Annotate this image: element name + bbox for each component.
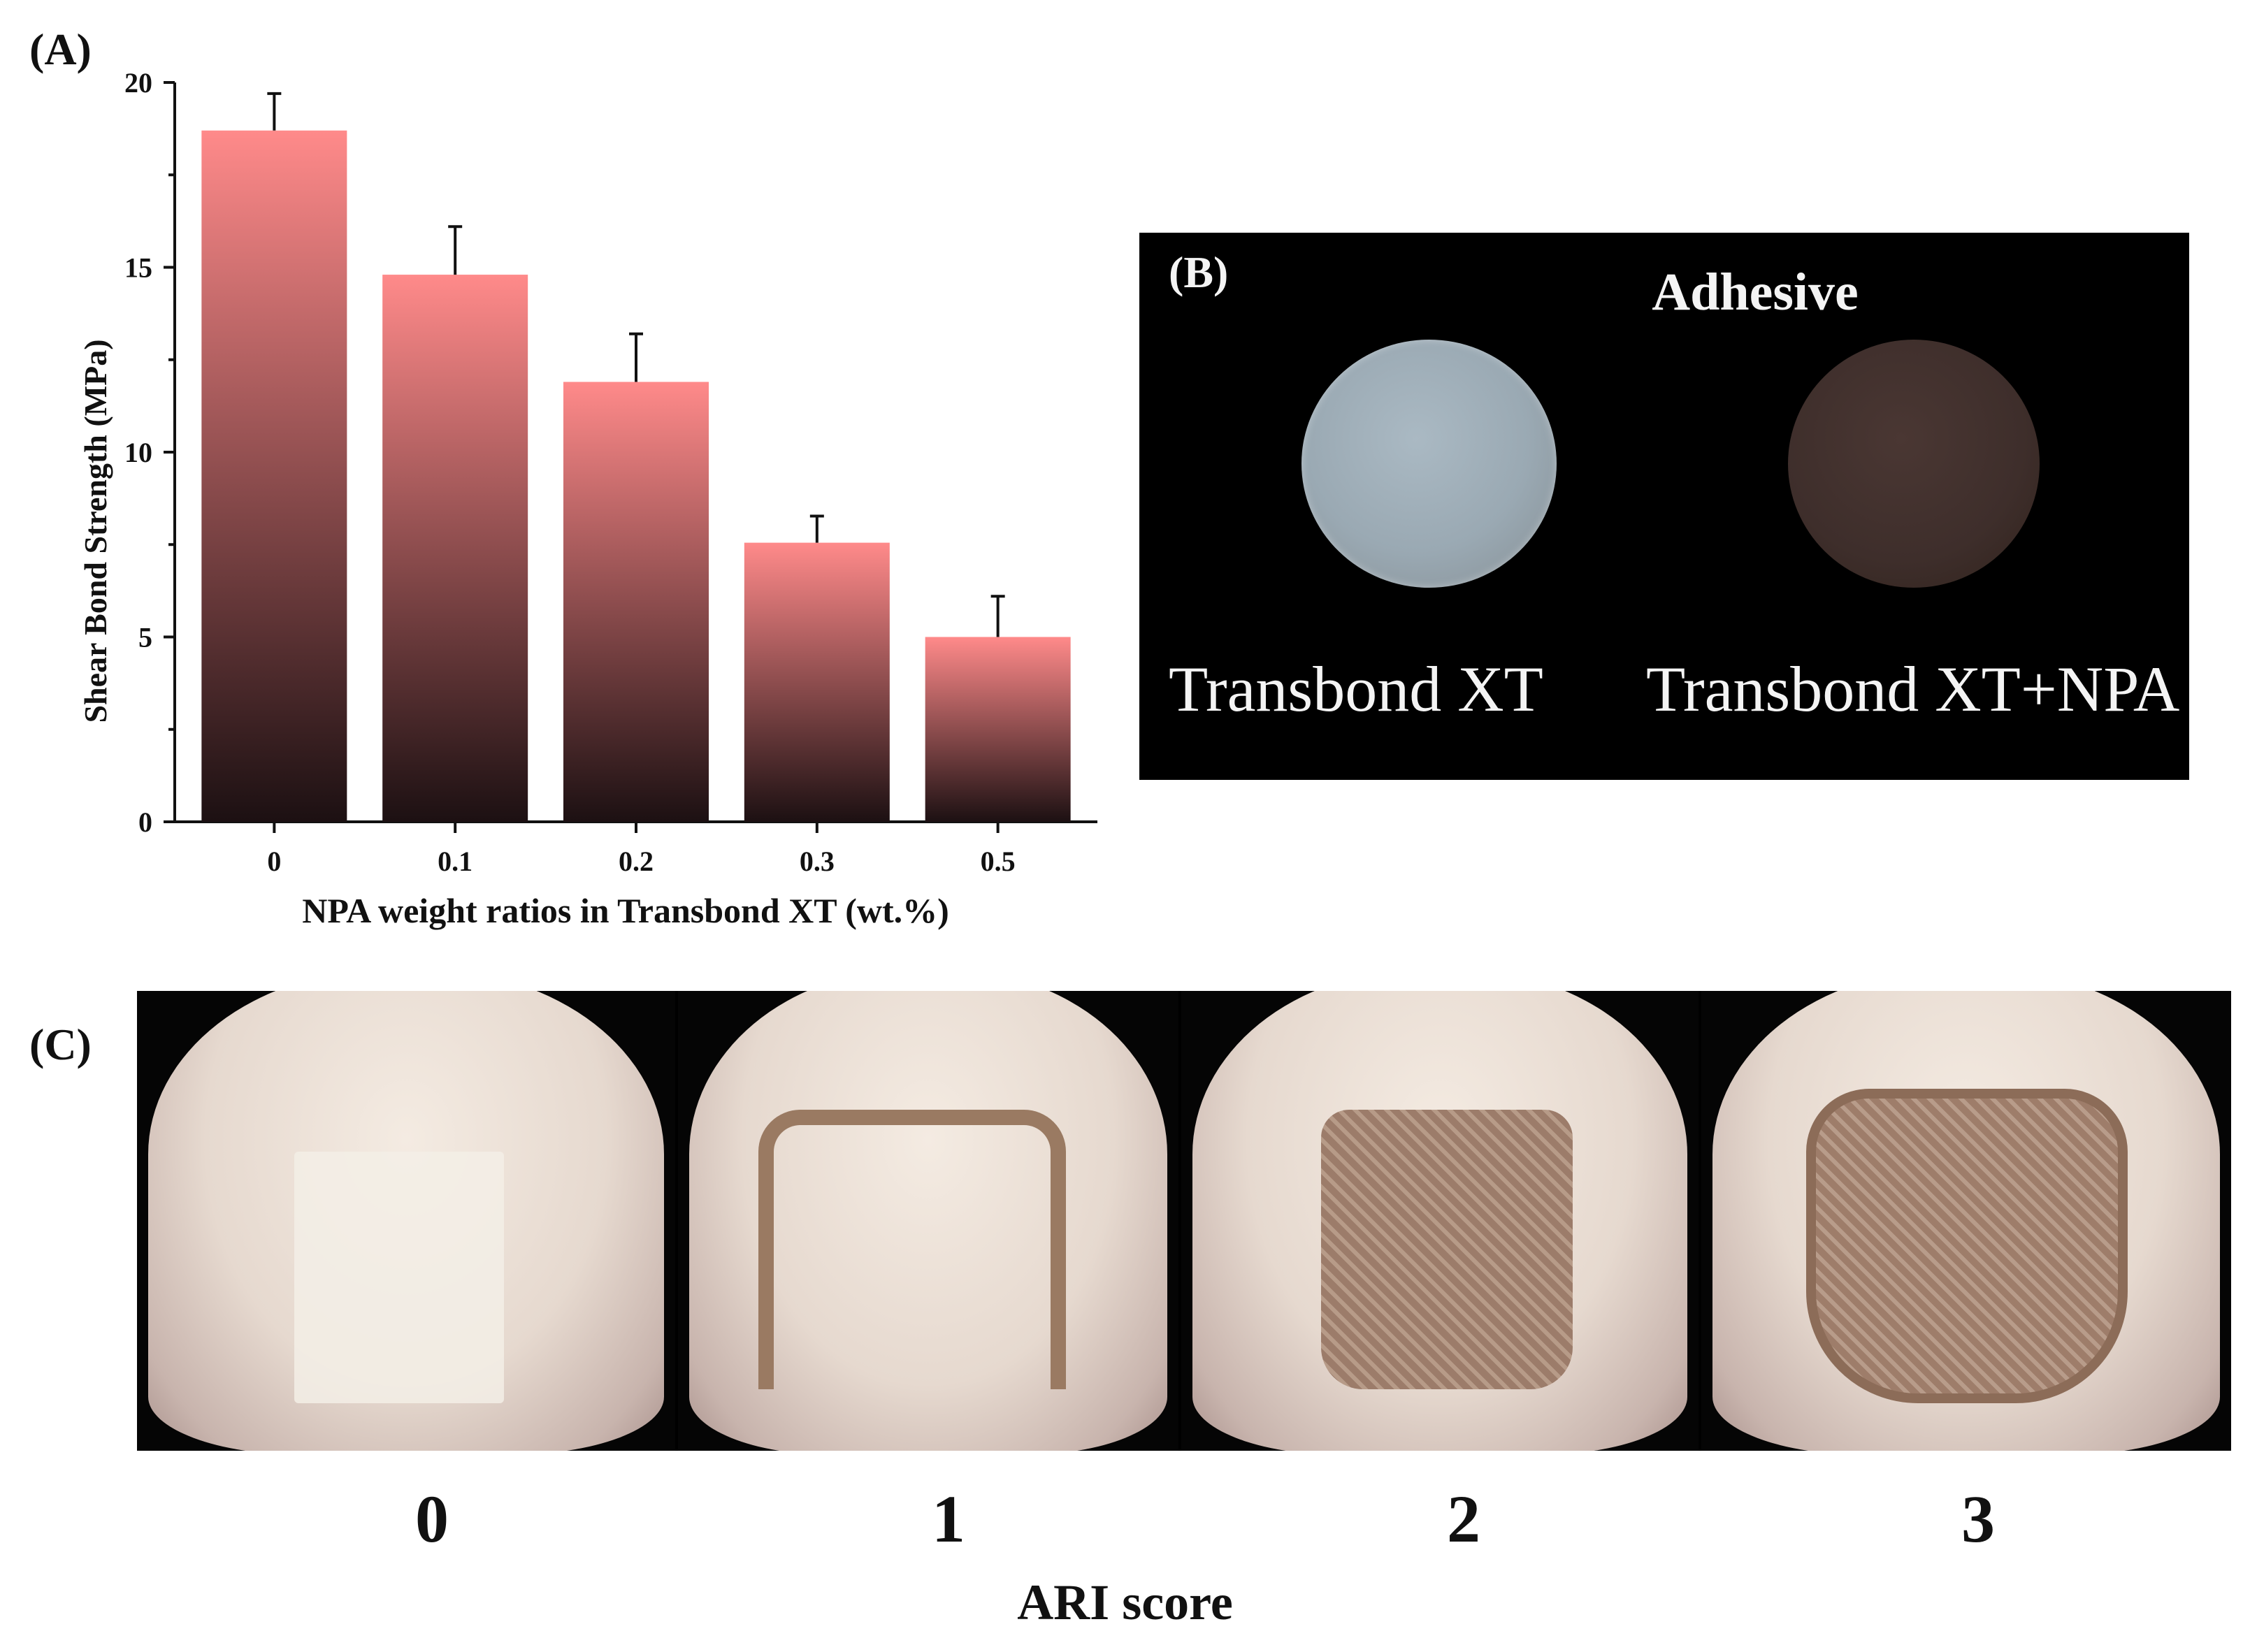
- y-axis-label: Shear Bond Strength (MPa): [78, 339, 113, 723]
- tooth-photo-ari-2: [1181, 991, 1699, 1451]
- adhesive-remnant-patch: [1321, 1110, 1573, 1389]
- enamel-bonding-area: [294, 1152, 504, 1403]
- shear-bond-chart: 0 5 10 15 20 0 0.1 0.2 0.3 0.5 Shear Bond Strengt…: [78, 67, 1097, 930]
- transbond-xt-npa-label: Transbond XT+NPA: [1646, 653, 2180, 725]
- y-tick-label: 20: [124, 67, 152, 99]
- ari-score-3: 3: [1961, 1481, 1995, 1556]
- panel-label-c: (C): [29, 1020, 92, 1069]
- transbond-xt-label: Transbond XT: [1169, 653, 1543, 725]
- bar-0.1: [382, 275, 528, 823]
- adhesive-photo-panel: (B) Adhesive Transbond XT Transbond XT+N…: [1139, 233, 2189, 780]
- x-axis-label: NPA weight ratios in Transbond XT (wt.%): [302, 891, 949, 930]
- x-tick-label: 0.2: [619, 846, 654, 877]
- ari-photo-strip: [137, 991, 2231, 1451]
- ari-score-2: 2: [1447, 1481, 1480, 1556]
- x-tick-label: 0: [267, 846, 281, 877]
- adhesive-full-patch: [1806, 1089, 2128, 1403]
- bar-0.3: [744, 542, 890, 822]
- bar-0.2: [563, 382, 709, 822]
- x-tick-label: 0.1: [438, 846, 473, 877]
- y-tick-label: 0: [138, 806, 152, 838]
- tooth-photo-ari-3: [1701, 991, 2231, 1451]
- tooth-photo-ari-0: [137, 991, 675, 1451]
- bar-0.5: [925, 637, 1071, 822]
- y-tick-label: 10: [124, 437, 152, 468]
- y-tick-label: 5: [138, 622, 152, 653]
- panel-label-b: (B): [1169, 247, 1229, 297]
- tooth-photo-ari-1: [678, 991, 1178, 1451]
- x-tick-label: 0.3: [800, 846, 835, 877]
- x-tick-label: 0.5: [981, 846, 1016, 877]
- transbond-xt-npa-disc: [1788, 340, 2040, 588]
- adhesive-title: Adhesive: [1652, 263, 1859, 321]
- ari-score-axis-label: ARI score: [1017, 1574, 1233, 1630]
- panel-label-a: (A): [29, 24, 92, 74]
- bar-0: [201, 130, 347, 822]
- transbond-xt-disc: [1301, 340, 1557, 588]
- adhesive-remnant-outline: [758, 1110, 1066, 1389]
- ari-score-1: 1: [932, 1481, 965, 1556]
- y-tick-label: 15: [124, 252, 152, 284]
- ari-score-0: 0: [415, 1481, 449, 1556]
